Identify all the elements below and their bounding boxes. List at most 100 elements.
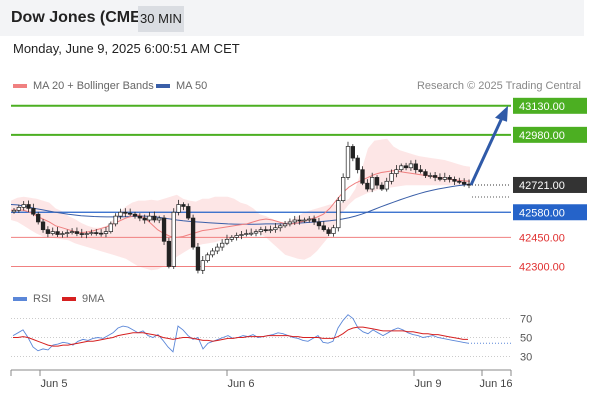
candle-up: [16, 207, 21, 211]
candle-up: [249, 232, 254, 235]
candle-down: [457, 180, 462, 183]
candle-up: [176, 204, 181, 213]
candle-down: [98, 232, 104, 235]
candle-down: [321, 225, 326, 231]
candle-down: [413, 163, 418, 171]
x-tick-label-Jun-6: Jun 6: [228, 378, 255, 390]
level-tag-42721.00: [513, 176, 587, 193]
candle-up: [336, 200, 341, 229]
candle-down: [181, 204, 186, 207]
candle-down: [45, 229, 51, 234]
bb-label: MA 20 + Bollinger Bands: [33, 80, 154, 92]
candle-up: [239, 234, 244, 236]
candle-up: [113, 215, 118, 225]
candle-up: [224, 239, 230, 244]
candle-down: [190, 217, 196, 248]
candle-up: [21, 204, 26, 208]
candle-down: [418, 169, 423, 172]
candle-up: [428, 175, 433, 177]
level-tag-42580.00: [513, 204, 587, 221]
candle-up: [292, 219, 297, 223]
candle-up: [331, 227, 336, 234]
instrument-title: Dow Jones (CME): [11, 9, 147, 26]
bb-swatch: [13, 84, 27, 89]
timeframe-badge[interactable]: 30 MIN: [138, 6, 184, 32]
candle-up: [340, 177, 346, 201]
candle-up: [287, 221, 293, 225]
candle-down: [186, 206, 191, 219]
candle-down: [360, 169, 365, 184]
ma20-line: [10, 170, 471, 238]
rsi-line: [12, 314, 469, 353]
candle-down: [311, 218, 317, 223]
rsi-tick-70: 70: [520, 314, 532, 326]
candle-down: [365, 182, 370, 190]
candle-up: [244, 233, 249, 235]
candle-up: [219, 242, 225, 248]
candle-up: [103, 231, 109, 234]
candle-down: [94, 232, 99, 234]
candle-up: [205, 254, 210, 261]
x-tick-label-Jun-16: Jun 16: [479, 378, 512, 390]
legend-bb: MA 20 + Bollinger Bands: [13, 80, 154, 92]
candle-up: [345, 146, 351, 178]
candle-up: [258, 229, 264, 232]
candle-down: [263, 229, 268, 232]
level-label-43130.00: 43130.00: [519, 101, 565, 113]
candle-down: [132, 213, 138, 217]
x-tick-label-Jun-9: Jun 9: [415, 378, 442, 390]
level-label-42580.00: 42580.00: [519, 207, 565, 219]
candle-up: [50, 231, 55, 234]
candle-up: [302, 219, 307, 222]
candle-up: [157, 217, 162, 221]
forecast-arrow-shaft: [469, 117, 504, 186]
ma50-swatch: [156, 84, 170, 89]
candle-up: [394, 169, 399, 174]
forecast-arrow-head: [495, 105, 508, 122]
candle-down: [403, 165, 409, 169]
ma9-label: 9MA: [82, 293, 105, 305]
level-label-42980.00: 42980.00: [519, 130, 565, 142]
rsi-tick-30: 30: [520, 352, 532, 364]
candle-up: [118, 211, 123, 217]
candle-up: [253, 231, 259, 234]
candle-down: [350, 146, 355, 159]
candle-down: [379, 184, 385, 190]
candle-down: [36, 213, 41, 223]
candle-up: [278, 225, 283, 229]
candle-up: [65, 232, 70, 234]
candle-down: [316, 221, 322, 227]
candle-down: [142, 217, 147, 221]
level-tag-43130.00: [513, 97, 587, 114]
candle-up: [210, 250, 215, 256]
level-label-42450.00: 42450.00: [519, 232, 565, 244]
rsi-swatch: [13, 297, 27, 302]
level-label-42300.00: 42300.00: [519, 261, 565, 273]
legend-rsi: RSI: [13, 293, 51, 305]
legend-9ma: 9MA: [62, 293, 105, 305]
level-tag-42980.00: [513, 126, 587, 143]
bollinger-band: [11, 138, 470, 271]
rsi-label: RSI: [33, 293, 52, 305]
candle-down: [355, 157, 360, 171]
legend-ma50: MA 50: [156, 80, 207, 92]
ma9-swatch: [62, 297, 76, 302]
candle-down: [195, 246, 201, 271]
candle-down: [128, 212, 133, 215]
candle-up: [399, 165, 404, 171]
candle-down: [31, 208, 36, 215]
candle-up: [389, 173, 394, 182]
candle-down: [79, 233, 84, 235]
candle-up: [108, 223, 113, 232]
candle-up: [69, 231, 75, 233]
candle-up: [442, 177, 447, 180]
candle-up: [171, 211, 176, 267]
candle-up: [147, 215, 152, 221]
candle-up: [234, 235, 239, 238]
candle-down: [123, 211, 128, 214]
candle-down: [152, 215, 157, 221]
x-tick-label-Jun-5: Jun 5: [41, 378, 68, 390]
candle-up: [215, 246, 220, 252]
candle-down: [297, 219, 302, 222]
